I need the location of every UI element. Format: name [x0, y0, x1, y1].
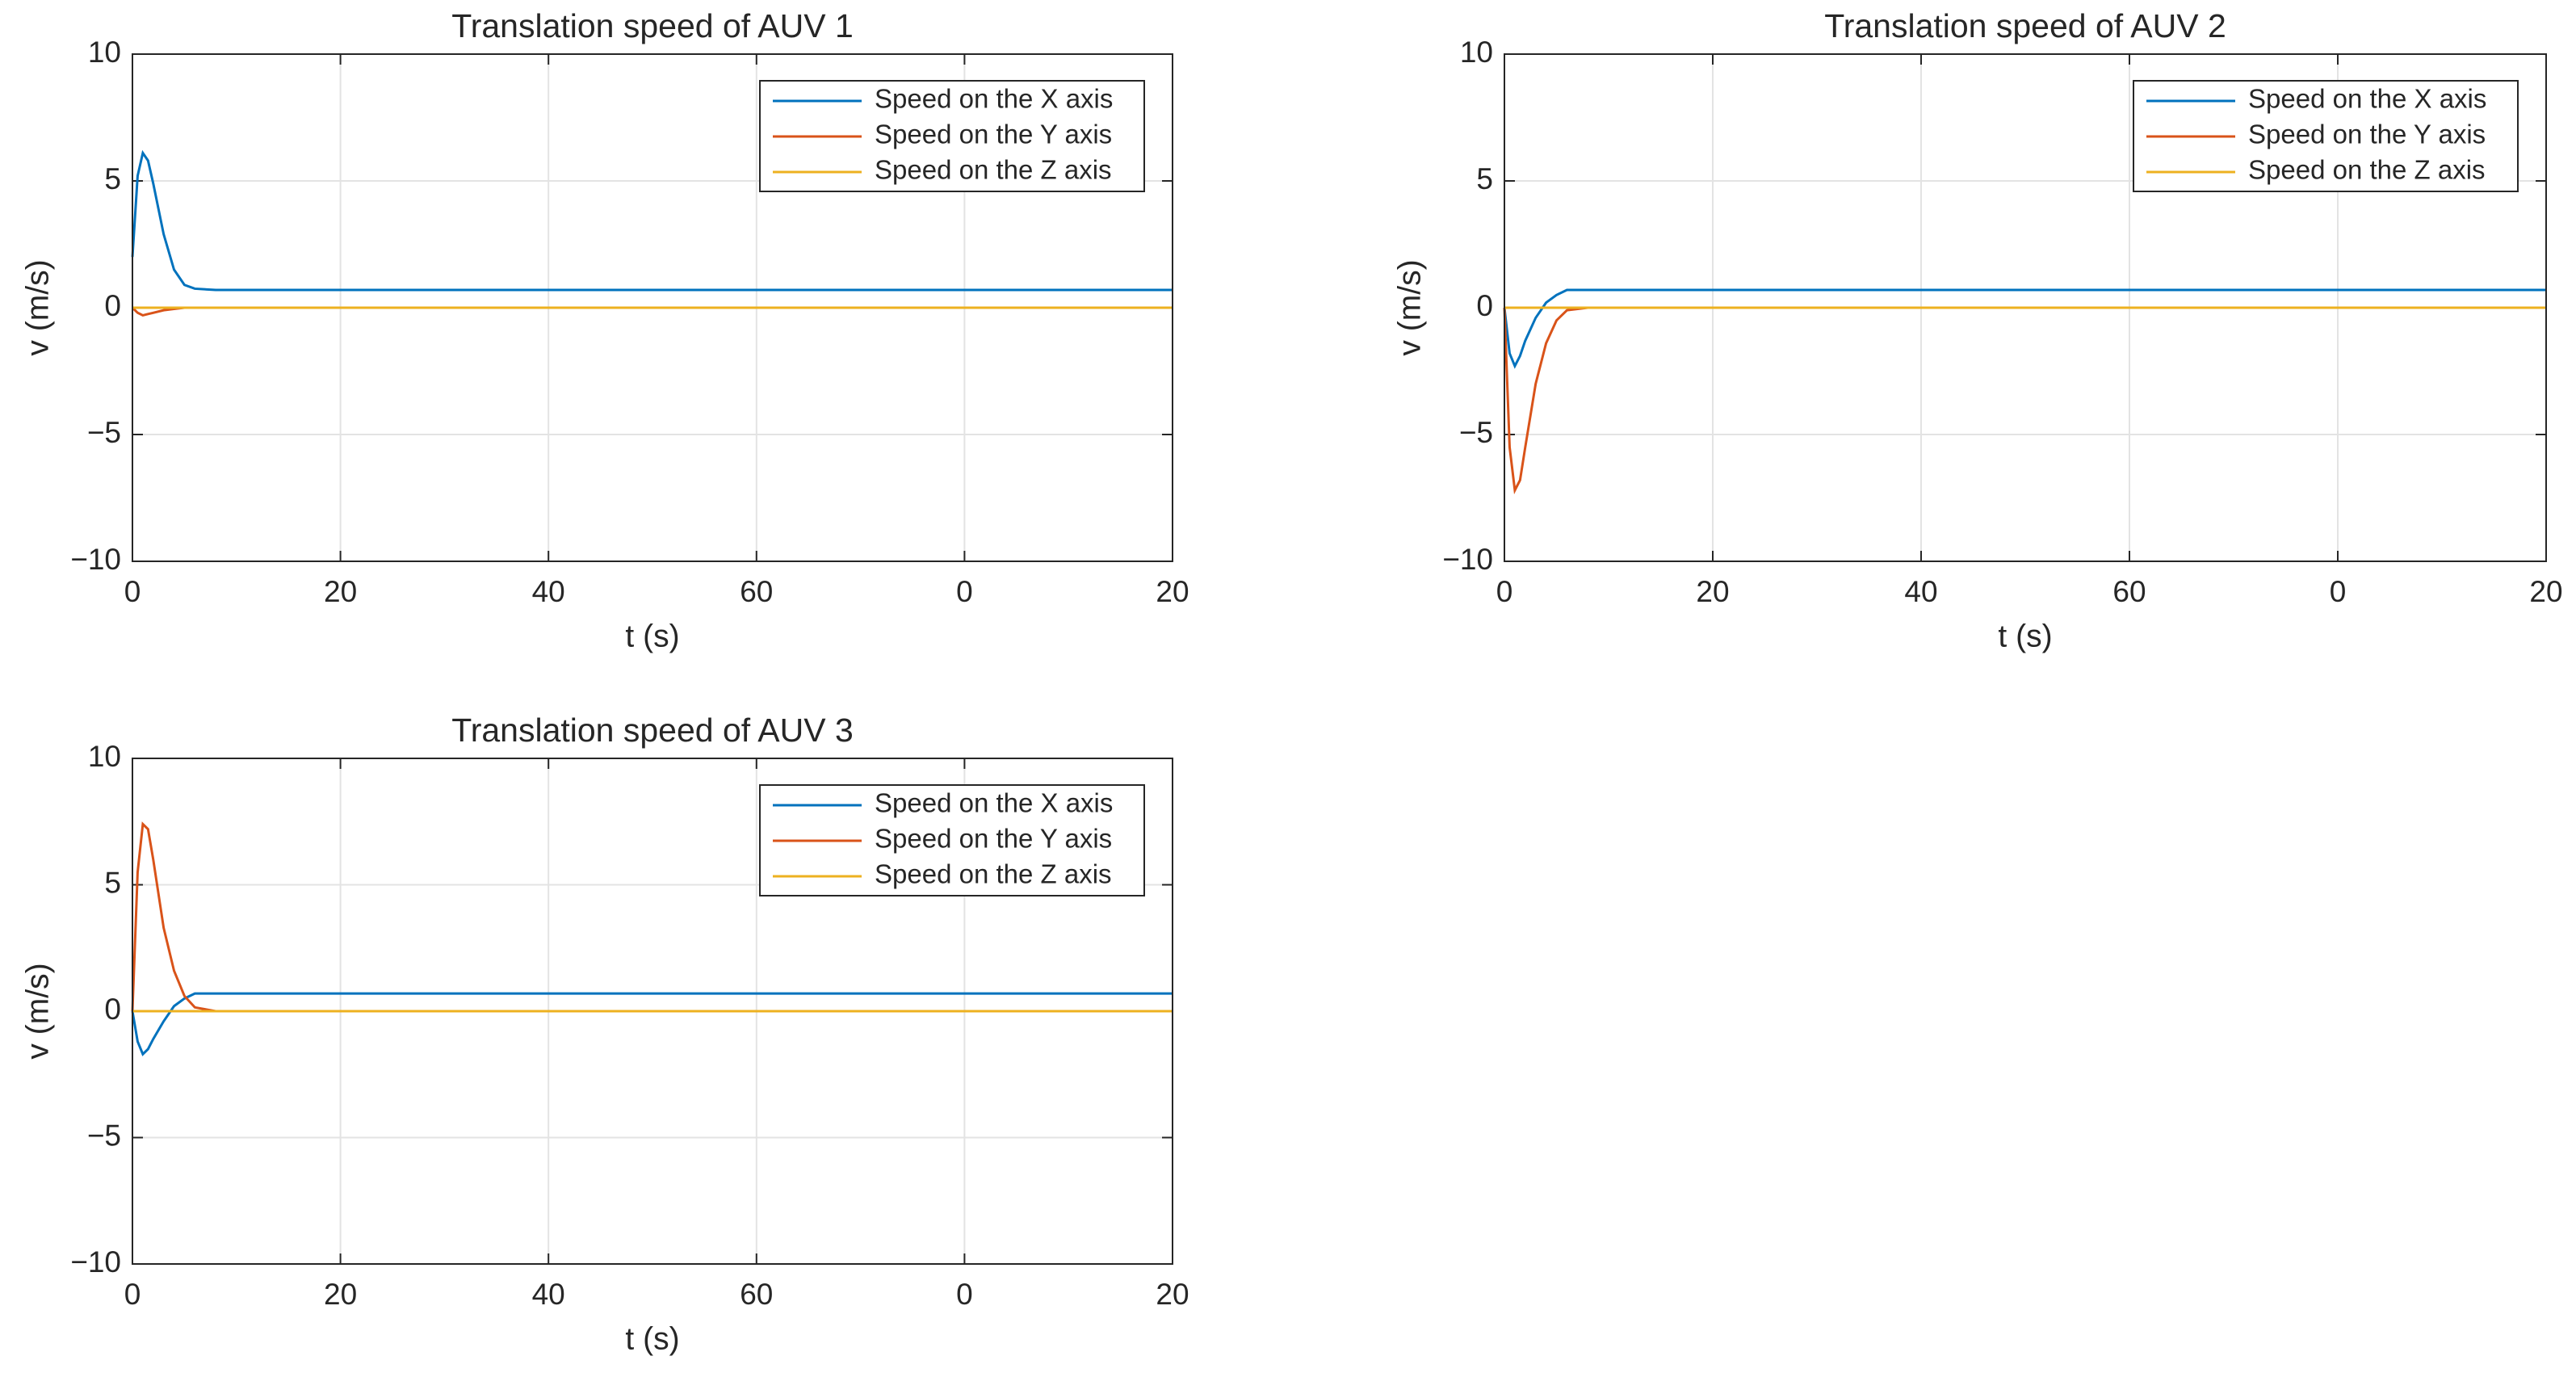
y-tick-label: −10 — [1442, 543, 1493, 576]
x-axis-label: t (s) — [1998, 619, 2052, 653]
legend-label: Speed on the Y axis — [875, 120, 1112, 149]
x-tick-label: 20 — [1696, 575, 1729, 608]
axes-box — [1504, 53, 2547, 562]
legend-label: Speed on the Z axis — [875, 859, 1112, 889]
x-tick-label: 0 — [1496, 575, 1513, 608]
subplot: 0 20 40 60 0 20 −10 −5 0 5 10 Translation speed of … — [1392, 7, 2562, 653]
x-tick-label: 20 — [1156, 575, 1189, 608]
y-tick-label: −10 — [70, 543, 121, 576]
y-tick-label: 5 — [104, 162, 121, 195]
chart-title: Translation speed of AUV 1 — [451, 7, 854, 44]
y-tick-label: 0 — [1476, 289, 1493, 322]
legend: Speed on the X axis Speed on the Y axis Sp… — [759, 784, 1145, 896]
x-tick-label: 20 — [2529, 575, 2562, 608]
legend-label: Speed on the X axis — [875, 788, 1113, 818]
x-tick-label: 20 — [324, 1278, 357, 1311]
x-tick-label: 60 — [740, 575, 773, 608]
x-tick-label: 60 — [2112, 575, 2146, 608]
legend-label: Speed on the Z axis — [875, 155, 1112, 185]
y-axis-label: v (m/s) — [20, 259, 55, 355]
legend-label: Speed on the Y axis — [2248, 120, 2486, 149]
y-tick-label: 5 — [1476, 162, 1493, 195]
y-tick-label: 10 — [88, 740, 121, 773]
y-tick-label: −5 — [1459, 416, 1493, 449]
legend: Speed on the X axis Speed on the Y axis Sp… — [759, 80, 1145, 192]
x-tick-label: 20 — [324, 575, 357, 608]
x-axis-label: t (s) — [625, 619, 679, 653]
legend-label: Speed on the Z axis — [2248, 155, 2486, 185]
data-line — [131, 149, 1173, 292]
x-tick-label: 40 — [1904, 575, 1937, 608]
x-tick-label: 0 — [956, 1278, 973, 1311]
subplot: 0 20 40 60 0 20 −10 −5 0 5 10 Translation speed of … — [20, 7, 1189, 653]
legend-label: Speed on the X axis — [875, 84, 1113, 114]
x-tick-label: 0 — [124, 1278, 141, 1311]
chart-title: Translation speed of AUV 3 — [451, 712, 854, 749]
x-tick-label: 20 — [1156, 1278, 1189, 1311]
y-tick-label: 5 — [104, 866, 121, 899]
data-line — [1503, 288, 2546, 369]
y-tick-label: 10 — [1460, 36, 1493, 69]
axes-box — [132, 53, 1173, 562]
y-tick-label: 10 — [88, 36, 121, 69]
x-tick-label: 0 — [956, 575, 973, 608]
y-axis-label: v (m/s) — [20, 963, 55, 1059]
y-axis-label: v (m/s) — [1392, 259, 1427, 355]
chart-title: Translation speed of AUV 2 — [1824, 7, 2226, 44]
x-tick-label: 60 — [740, 1278, 773, 1311]
y-tick-label: −5 — [87, 1119, 121, 1152]
x-tick-label: 0 — [124, 575, 141, 608]
axes-box — [132, 758, 1173, 1265]
data-line — [131, 992, 1173, 1056]
y-tick-label: −10 — [70, 1245, 121, 1279]
y-tick-label: 0 — [104, 993, 121, 1026]
legend-label: Speed on the Y axis — [875, 824, 1112, 854]
subplot: 0 20 40 60 0 20 −10 −5 0 5 10 Translation speed of … — [20, 712, 1189, 1356]
y-tick-label: −5 — [87, 416, 121, 449]
y-tick-label: 0 — [104, 289, 121, 322]
x-tick-label: 0 — [2330, 575, 2347, 608]
legend: Speed on the X axis Speed on the Y axis Sp… — [2133, 80, 2519, 192]
x-tick-label: 40 — [532, 1278, 565, 1311]
x-axis-label: t (s) — [625, 1321, 679, 1356]
legend-label: Speed on the X axis — [2248, 84, 2486, 114]
x-tick-label: 40 — [532, 575, 565, 608]
